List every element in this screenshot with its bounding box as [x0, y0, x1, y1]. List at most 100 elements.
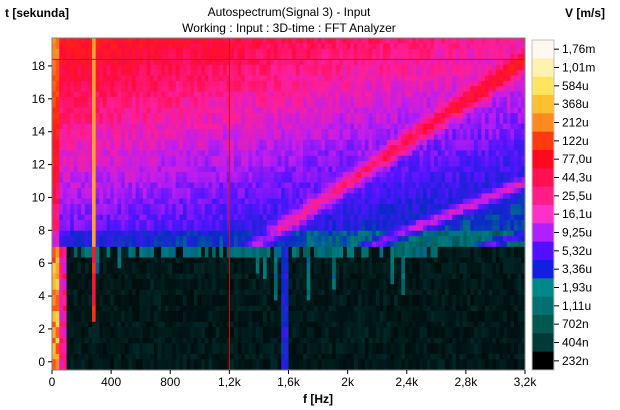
heatmap-cell — [434, 177, 439, 184]
heatmap-cell — [306, 236, 311, 243]
heatmap-cell — [62, 182, 68, 189]
heatmap-cell — [95, 91, 100, 98]
heatmap-cell — [310, 204, 315, 210]
heatmap-cell — [321, 80, 326, 87]
heatmap-cell — [66, 241, 71, 248]
heatmap-cell — [503, 145, 508, 152]
heatmap-cell — [182, 182, 188, 189]
heatmap-cell — [110, 214, 115, 221]
heatmap-cell — [175, 204, 180, 210]
heatmap-cell — [135, 145, 140, 152]
heatmap-cell — [517, 96, 522, 103]
heatmap-cell — [386, 129, 391, 135]
heatmap-cell — [474, 193, 479, 200]
heatmap-cell — [350, 161, 355, 168]
heatmap-cell — [150, 123, 155, 130]
heatmap-cell — [117, 182, 122, 189]
heatmap-cell — [368, 155, 373, 162]
heatmap-cell — [95, 225, 100, 232]
heatmap-cell — [321, 64, 326, 71]
heatmap-cell — [273, 134, 279, 141]
heatmap-cell — [441, 236, 446, 243]
heatmap-cell — [379, 107, 384, 114]
heatmap-cell — [263, 161, 268, 168]
heatmap-cell — [157, 150, 162, 157]
heatmap-cell — [303, 129, 308, 135]
heatmap-cell — [426, 129, 431, 135]
heatmap-cell — [150, 102, 155, 109]
heatmap-cell — [353, 118, 359, 125]
heatmap-cell — [273, 236, 279, 243]
heatmap-cell — [353, 177, 359, 184]
heatmap-cell — [455, 214, 461, 221]
heatmap-cell — [350, 193, 355, 200]
heatmap-cell — [84, 75, 89, 82]
heatmap-cell — [310, 236, 315, 243]
heatmap-cell — [204, 80, 210, 87]
heatmap-cell — [62, 230, 68, 237]
heatmap-cell — [295, 75, 301, 82]
heatmap-cell — [277, 123, 282, 130]
heatmap-cell — [335, 91, 341, 98]
heatmap-cell — [186, 241, 191, 248]
heatmap-cell — [419, 91, 424, 98]
heatmap-cell — [332, 139, 337, 146]
heatmap-cell — [121, 236, 126, 243]
heatmap-cell — [459, 59, 464, 66]
heatmap-cell — [244, 118, 250, 125]
heatmap-cell — [430, 59, 435, 66]
heatmap-cell — [219, 187, 224, 194]
heatmap-cell — [448, 43, 453, 50]
heatmap-cell — [474, 38, 479, 44]
heatmap-cell — [135, 236, 140, 243]
heatmap-area[interactable] — [52, 38, 526, 371]
heatmap-cell — [386, 230, 391, 237]
heatmap-cell — [510, 182, 515, 189]
heatmap-cell — [499, 155, 504, 162]
heatmap-cell — [343, 187, 348, 194]
heatmap-cell — [128, 204, 133, 210]
heatmap-cell — [172, 150, 177, 157]
heatmap-cell — [477, 209, 482, 216]
heatmap-cell — [335, 171, 341, 178]
heatmap-cell — [364, 161, 370, 168]
heatmap-cell — [372, 80, 377, 87]
heatmap-cell — [303, 187, 308, 194]
heatmap-cell — [193, 145, 199, 152]
heatmap-cell — [292, 107, 297, 114]
heatmap-cell — [157, 59, 162, 66]
heatmap-cell — [135, 198, 140, 205]
heatmap-cell — [66, 59, 71, 66]
heatmap-cell — [401, 102, 406, 109]
heatmap-cell — [441, 220, 446, 227]
heatmap-cell — [506, 204, 512, 210]
heatmap-cell — [430, 86, 435, 93]
heatmap-cell — [248, 38, 253, 44]
heatmap-cell — [208, 209, 213, 216]
heatmap-cell — [390, 48, 395, 55]
heatmap-cell — [99, 177, 104, 184]
heatmap-cell — [412, 198, 417, 205]
heatmap-cell — [270, 134, 275, 141]
heatmap-cell — [281, 112, 286, 119]
heatmap-cell — [383, 209, 388, 216]
heatmap-cell — [233, 59, 239, 66]
heatmap-cell — [470, 204, 475, 210]
heatmap-cell — [503, 123, 508, 130]
heatmap-cell — [426, 214, 431, 221]
heatmap-cell — [204, 38, 210, 44]
heatmap-cell — [259, 112, 264, 119]
heatmap-cell — [452, 193, 457, 200]
heatmap-cell — [455, 91, 461, 98]
heatmap-cell — [506, 64, 512, 71]
heatmap-cell — [459, 43, 464, 50]
heatmap-cell — [248, 177, 253, 184]
heatmap-cell — [452, 107, 457, 114]
heatmap-cell — [419, 54, 424, 61]
heatmap-cell — [408, 171, 413, 178]
heatmap-cell — [477, 139, 482, 146]
heatmap-cell — [517, 150, 522, 157]
heatmap-cell — [455, 161, 461, 168]
heatmap-cell — [415, 43, 421, 50]
heatmap-cell — [499, 134, 504, 141]
